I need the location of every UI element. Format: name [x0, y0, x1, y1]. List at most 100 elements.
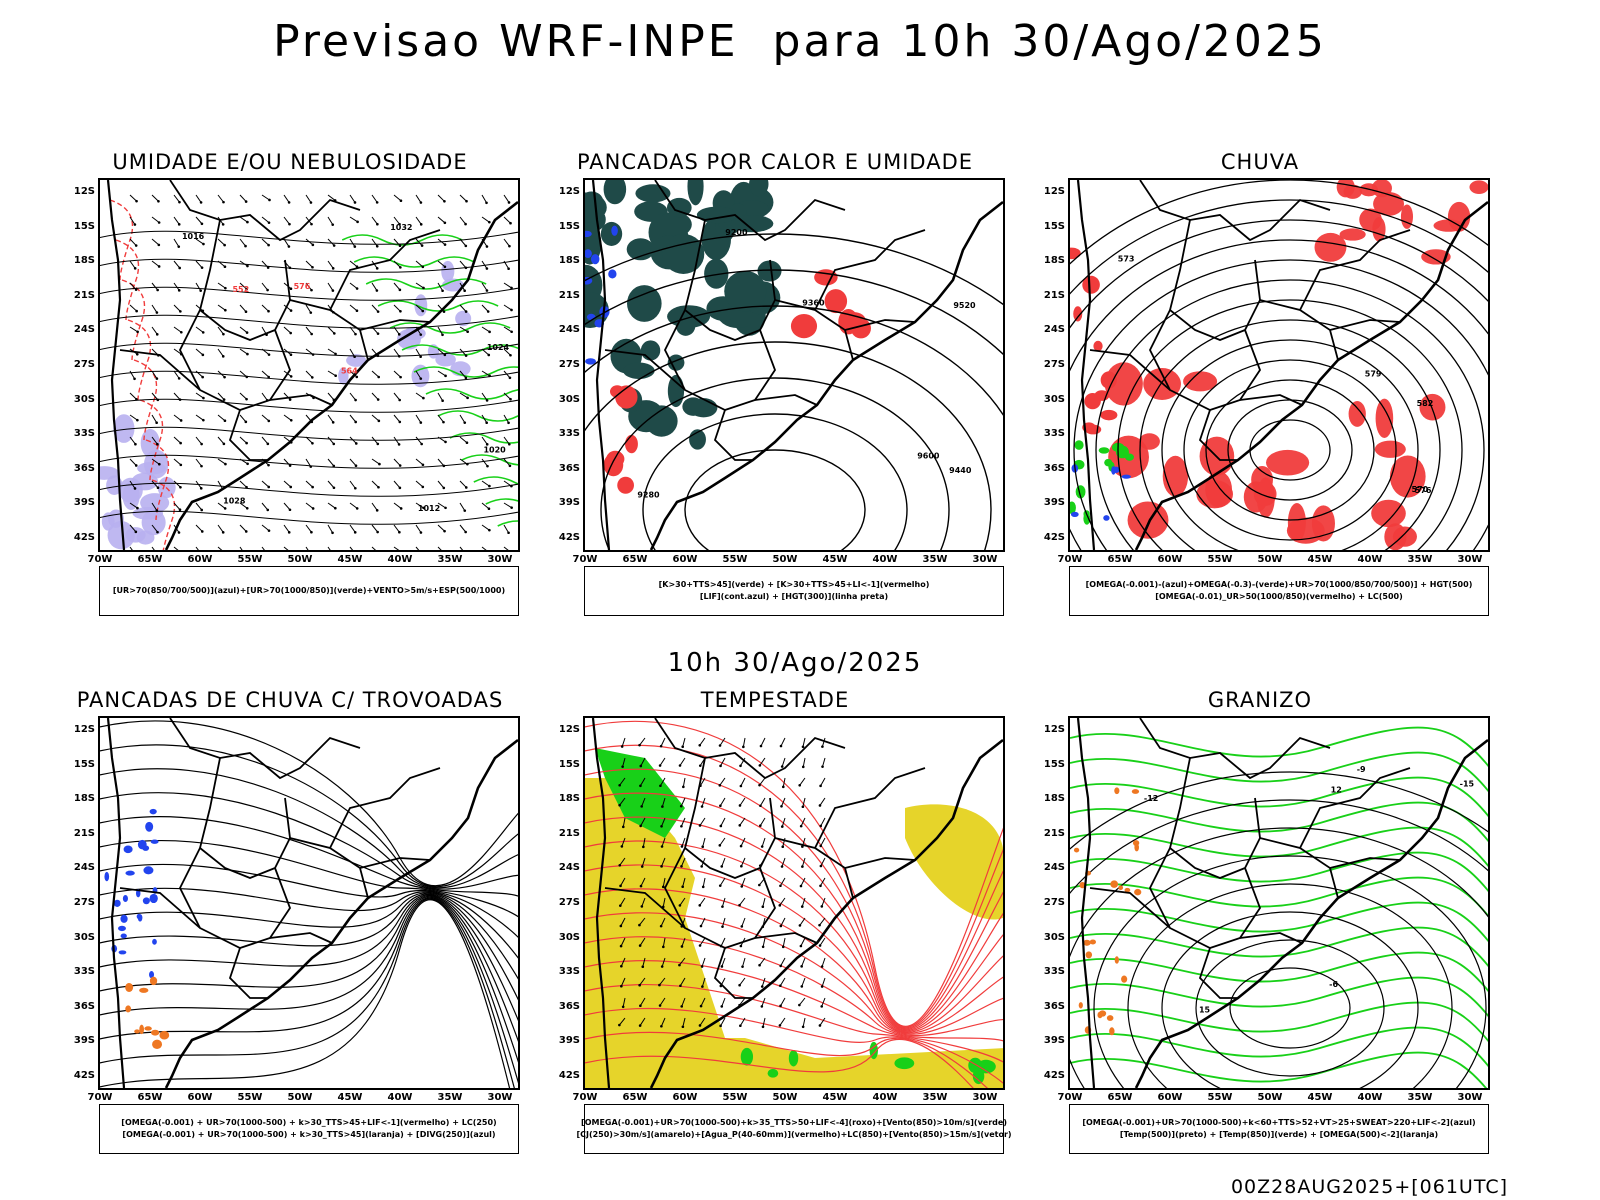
longitude-label: 40W [872, 554, 898, 565]
longitude-label: 40W [1357, 1092, 1383, 1103]
latitude-label: 27S [73, 897, 95, 908]
contour-label: 1032 [390, 223, 412, 232]
map-canvas [585, 718, 1003, 1088]
longitude-label: 30W [487, 554, 513, 565]
legend-line: [OMEGA(-0.001)+UR>70(1000-500)+k>35_TTS>… [581, 1118, 1007, 1127]
contour-label: 576 [294, 282, 311, 291]
latitude-label: 42S [73, 1070, 95, 1081]
latitude-label: 21S [1043, 289, 1065, 301]
latitude-label: 33S [1043, 966, 1065, 978]
contour-label: 570 [1411, 485, 1428, 494]
longitude-label: 30W [1457, 1092, 1483, 1103]
longitude-label: 70W [572, 554, 598, 565]
longitude-label: 55W [1207, 1092, 1233, 1103]
latitude-label: 18S [73, 793, 95, 805]
latitude-label: 15S [1043, 758, 1065, 770]
longitude-label: 65W [1107, 554, 1133, 565]
contour-label: 9200 [725, 228, 748, 237]
latitude-label: 21S [558, 289, 580, 301]
latitude-label: 24S [73, 324, 95, 336]
latitude-label: 18S [73, 255, 95, 267]
latitude-label: 27S [558, 897, 580, 908]
forecast-map[interactable] [583, 716, 1005, 1090]
map-legend: [K>30+TTS>45](verde) + [K>30+TTS>45+LI<-… [584, 566, 1004, 616]
forecast-time-label: 10h 30/Ago/2025 [667, 648, 923, 678]
longitude-label: 65W [137, 554, 163, 565]
contour-label: 1016 [182, 232, 205, 241]
map-legend: [OMEGA(-0.001) + UR>70(1000-500) + k>30_… [99, 1104, 519, 1154]
longitude-label: 55W [237, 554, 263, 565]
latitude-label: 33S [558, 428, 580, 440]
map-legend: [OMEGA(-0.001)-(azul)+OMEGA(-0.3)-(verde… [1069, 566, 1489, 616]
longitude-label: 70W [1057, 554, 1083, 565]
legend-line: [LIF](cont.azul) + [HGT(300)](linha pret… [699, 592, 889, 601]
latitude-label: 33S [1043, 428, 1065, 440]
panel-title: GRANIZO [1207, 688, 1313, 712]
contour-label: 582 [1417, 399, 1434, 408]
latitude-label: 39S [73, 497, 95, 509]
contour-label: -6 [1329, 980, 1338, 989]
latitude-label: 18S [558, 793, 580, 805]
latitude-label: 27S [1043, 359, 1065, 370]
latitude-label: 15S [73, 758, 95, 770]
forecast-map[interactable]: 582 579 576 573 570 [1068, 178, 1490, 552]
latitude-label: 36S [73, 462, 95, 474]
contour-label: -12 [1144, 794, 1158, 803]
longitude-label: 45W [822, 554, 848, 565]
longitude-label: 50W [287, 1092, 313, 1103]
latitude-label: 36S [73, 1000, 95, 1012]
legend-line: [Temp(500)](preto) + [Temp(850)](verde) … [1119, 1130, 1439, 1139]
latitude-label: 24S [558, 324, 580, 336]
panel-title: PANCADAS DE CHUVA C/ TROVOADAS [76, 688, 504, 712]
longitude-label: 65W [1107, 1092, 1133, 1103]
forecast-map[interactable]: 9600 9520 9440 9360 9280 9200 [583, 178, 1005, 552]
contour-label: 15 [1199, 1006, 1211, 1015]
contour-label: 1020 [483, 446, 506, 455]
map-panel-5: TEMPESTADE 12S 15S 18S 21S 24S 27S 30S 33S 36S 39S… [540, 688, 1012, 1168]
map-legend: [UR>70(850/700/500)](azul)+[UR>70(1000/8… [99, 566, 519, 616]
longitude-label: 35W [922, 1092, 948, 1103]
legend-line: [K>30+TTS>45](verde) + [K>30+TTS>45+LI<-… [658, 580, 930, 589]
latitude-label: 39S [73, 1035, 95, 1047]
legend-line: [CJ(250)>30m/s](amarelo)+[Agua_P(40-60mm… [576, 1130, 1012, 1139]
legend-line: [UR>70(850/700/500)](azul)+[UR>70(1000/8… [112, 586, 506, 595]
latitude-label: 24S [1043, 862, 1065, 874]
latitude-label: 15S [558, 758, 580, 770]
contour-label: 1028 [223, 496, 246, 505]
longitude-label: 40W [872, 1092, 898, 1103]
contour-label: 9360 [802, 299, 825, 308]
contour-label: -9 [1357, 765, 1366, 774]
longitude-label: 60W [672, 554, 698, 565]
latitude-label: 12S [558, 724, 580, 735]
contour-label: 12 [1331, 786, 1342, 795]
latitude-label: 12S [1043, 724, 1065, 735]
latitude-label: 42S [73, 532, 95, 543]
legend-line: [OMEGA(-0.01)_UR>50(1000/850)(vermelho) … [1155, 592, 1403, 601]
run-timestamp: 00Z28AUG2025+[061UTC] [1230, 1176, 1508, 1198]
forecast-map[interactable]: -15 -12 -9 -6 15 12 [1068, 716, 1490, 1090]
latitude-label: 12S [1043, 186, 1065, 197]
longitude-label: 60W [187, 554, 213, 565]
longitude-label: 55W [722, 1092, 748, 1103]
longitude-label: 40W [387, 1092, 413, 1103]
latitude-label: 36S [558, 462, 580, 474]
latitude-label: 21S [558, 827, 580, 839]
latitude-label: 39S [558, 497, 580, 509]
latitude-label: 42S [1043, 532, 1065, 543]
contour-label: 9520 [953, 301, 976, 310]
panel-title: CHUVA [1220, 150, 1300, 174]
forecast-map[interactable] [98, 716, 520, 1090]
latitude-label: 30S [558, 393, 580, 405]
latitude-label: 33S [73, 428, 95, 440]
forecast-map[interactable]: 1012 1016 1020 1024 1028 1032 552 564 576 [98, 178, 520, 552]
contour-label: 9280 [637, 491, 660, 500]
latitude-label: 24S [1043, 324, 1065, 336]
map-panel-1: UMIDADE E/OU NEBULOSIDADE 12S 15S 18S 21S 24S… [55, 150, 525, 630]
longitude-label: 35W [437, 554, 463, 565]
latitude-label: 27S [73, 359, 95, 370]
legend-line: [OMEGA(-0.001)-(azul)+OMEGA(-0.3)-(verde… [1085, 580, 1473, 589]
latitude-label: 30S [558, 931, 580, 943]
panel-title: UMIDADE E/OU NEBULOSIDADE [112, 150, 468, 174]
latitude-label: 39S [1043, 1035, 1065, 1047]
longitude-label: 70W [87, 554, 113, 565]
